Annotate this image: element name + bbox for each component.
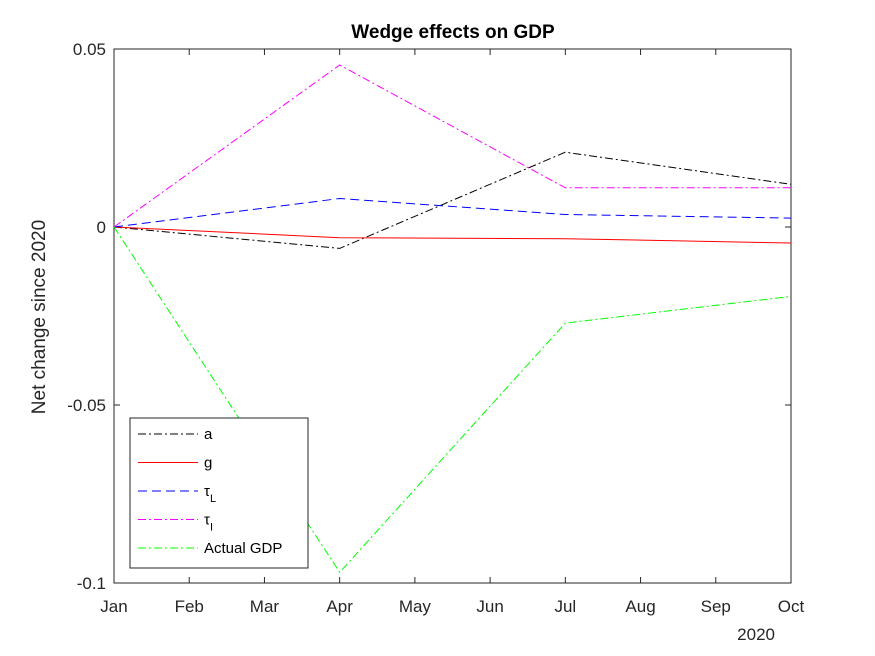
x-tick-label: Jun [476,597,503,616]
legend-label: Actual GDP [204,540,282,557]
x-tick-label: May [399,597,432,616]
x-tick-label: Jan [100,597,127,616]
legend-label-subscript: L [210,493,216,505]
series-line-1 [113,151,792,249]
series-line-2 [113,226,792,244]
legend-label: τI [204,512,213,534]
y-tick-label: 0.05 [73,40,106,59]
series-line-4 [113,64,791,228]
x-tick-label: Aug [625,597,655,616]
x-tick-label: Oct [778,597,805,616]
legend-label-subscript: I [210,522,213,534]
y-tick-label: 0 [97,218,106,237]
chart-title: Wedge effects on GDP [351,22,555,43]
series-line-3 [113,197,792,228]
y-axis-label: Net change since 2020 [29,220,50,414]
x-tick-label: Sep [701,597,731,616]
legend-label: g [204,455,212,472]
y-tick-label: -0.05 [67,396,106,415]
x-tick-label: Mar [250,597,280,616]
series-line-5 [113,226,792,574]
legend-box [129,417,309,569]
x-year-label: 2020 [737,625,775,644]
legend-label: a [204,426,213,443]
x-tick-label: Feb [175,597,204,616]
x-tick-label: Jul [554,597,576,616]
x-tick-label: Apr [326,597,353,616]
y-tick-label: -0.1 [77,574,106,593]
